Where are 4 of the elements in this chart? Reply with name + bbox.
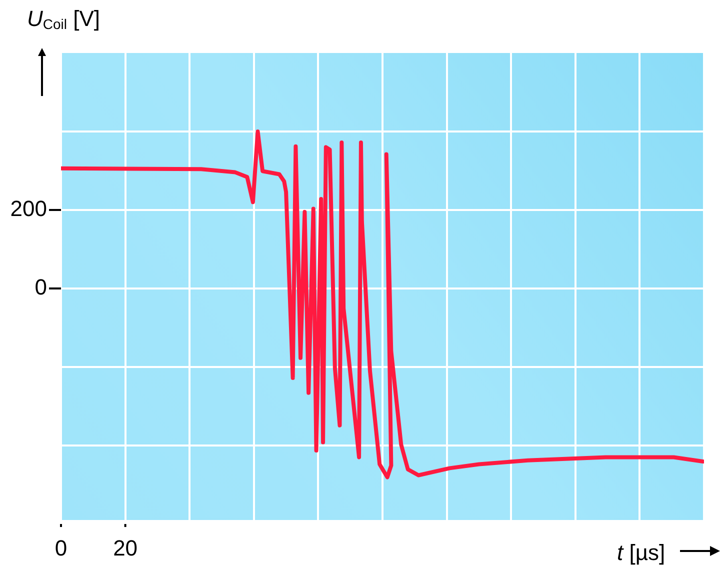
y-axis-title: U$_{Coil}$ [V] <box>27 6 100 32</box>
y-tick-label: 200 <box>10 196 47 222</box>
x-tick-label: 20 <box>113 535 138 560</box>
x-axis-title: t [µs] <box>617 540 666 566</box>
